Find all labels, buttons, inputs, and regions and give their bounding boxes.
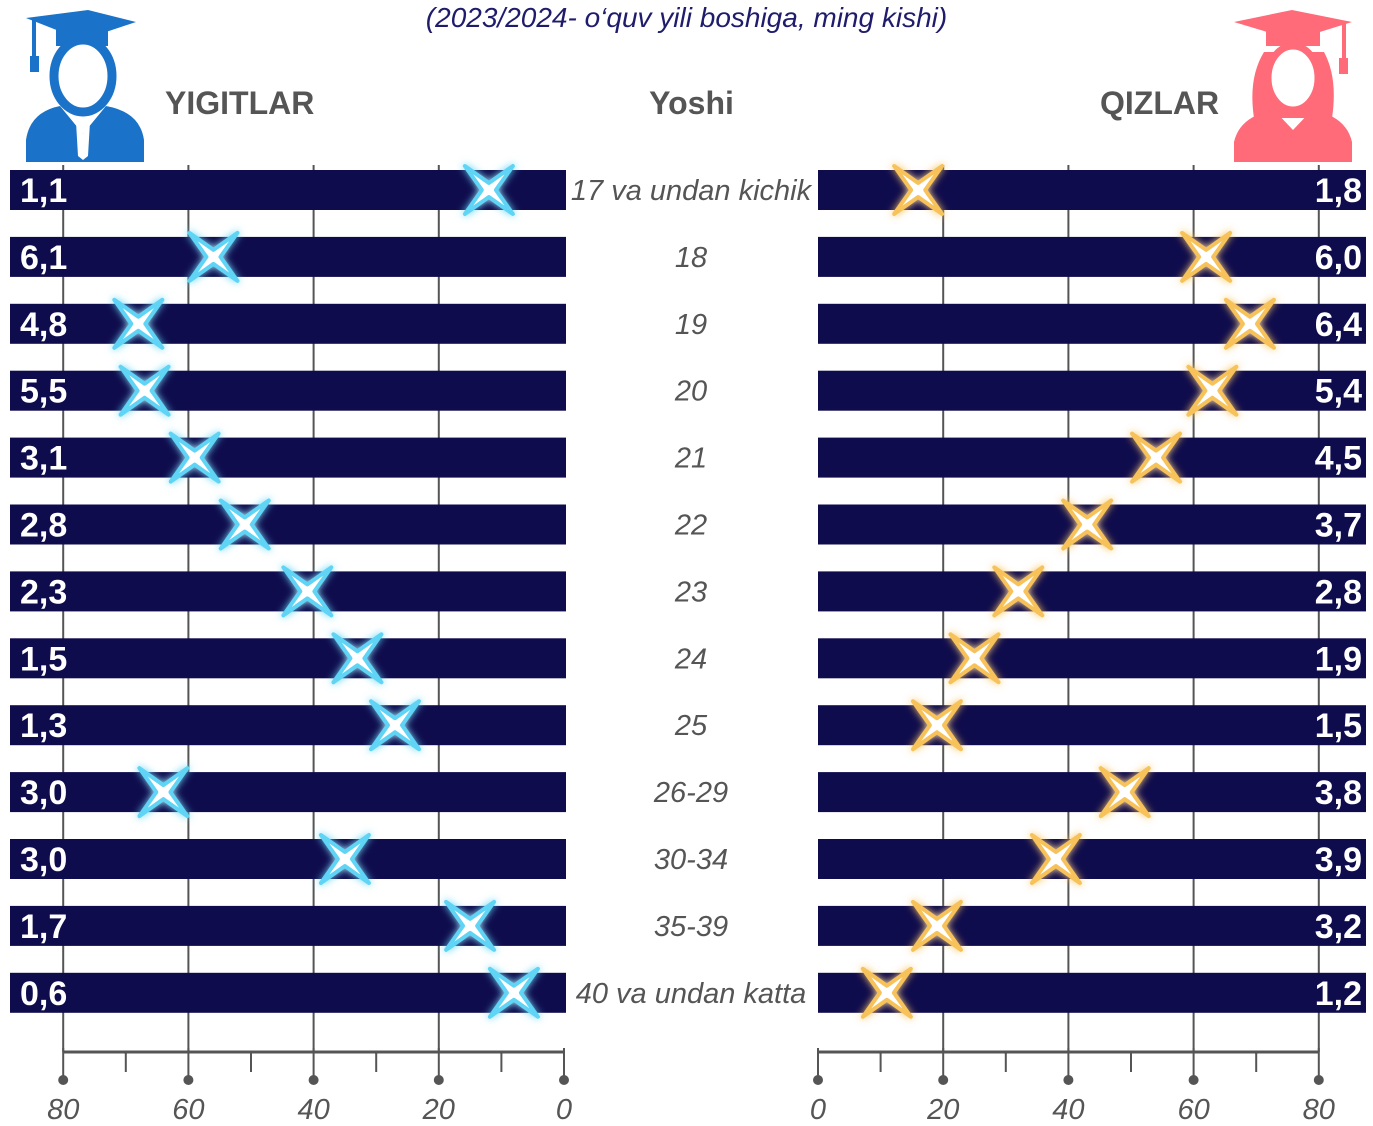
category-label: 21	[674, 443, 707, 475]
category-label: 19	[675, 309, 707, 341]
male-marker	[462, 164, 515, 216]
female-value-label: 5,4	[1315, 373, 1362, 411]
female-value-label: 1,8	[1315, 172, 1362, 210]
header-left: YIGITLAR	[165, 85, 315, 121]
male-value-label: 2,3	[20, 573, 67, 611]
male-value-label: 1,3	[20, 707, 67, 745]
female-value-label: 6,4	[1315, 306, 1362, 344]
female-graduate-icon	[1234, 10, 1352, 162]
tick-dot-right	[1063, 1075, 1074, 1085]
tick-dot-right	[938, 1075, 949, 1085]
female-marker	[1130, 431, 1183, 484]
female-marker	[948, 632, 1001, 685]
category-label: 40 va undan katta	[576, 978, 807, 1010]
male-marker	[218, 498, 271, 551]
female-marker	[910, 899, 963, 952]
tick-label-right: 80	[1303, 1094, 1335, 1126]
female-value-label: 1,2	[1315, 975, 1362, 1013]
tick-dot-right	[813, 1075, 823, 1085]
male-marker	[118, 364, 171, 417]
female-marker	[1098, 766, 1151, 819]
male-marker	[444, 899, 497, 952]
male-marker	[137, 766, 190, 819]
category-label: 20	[674, 376, 707, 408]
category-label: 18	[675, 242, 707, 274]
male-marker	[187, 230, 240, 283]
male-marker	[112, 297, 165, 350]
male-marker	[168, 431, 221, 484]
tick-label-right: 60	[1177, 1094, 1209, 1126]
category-label: 30-34	[654, 844, 728, 876]
male-value-label: 3,0	[20, 841, 67, 879]
male-graduate-icon	[26, 10, 144, 162]
tick-label-left: 60	[172, 1094, 204, 1126]
male-marker	[487, 966, 540, 1019]
category-label: 17 va undan kichik	[571, 175, 813, 207]
male-value-label: 3,0	[20, 774, 67, 812]
female-value-label: 3,7	[1315, 507, 1362, 545]
male-value-label: 1,1	[20, 172, 67, 210]
male-value-label: 0,6	[20, 975, 67, 1013]
category-label: 35-39	[654, 911, 728, 943]
male-marker	[281, 565, 334, 618]
header-center: Yoshi	[649, 85, 734, 121]
male-value-label: 4,8	[20, 306, 67, 344]
male-marker	[331, 632, 384, 685]
tick-dot-left	[183, 1075, 194, 1085]
female-marker	[1180, 230, 1233, 283]
category-label: 25	[674, 710, 708, 742]
female-marker	[1186, 364, 1239, 417]
female-value-label: 4,5	[1315, 440, 1362, 478]
female-marker	[1029, 833, 1082, 885]
tick-label-left: 0	[556, 1094, 572, 1126]
male-marker	[368, 699, 421, 752]
female-value-label: 2,8	[1315, 573, 1362, 611]
female-marker	[1061, 498, 1114, 551]
female-bar	[818, 972, 1366, 1013]
female-marker	[860, 966, 913, 1019]
female-value-label: 6,0	[1315, 239, 1362, 277]
tick-dot-right	[1313, 1075, 1324, 1085]
category-label: 23	[674, 576, 707, 608]
tick-dot-left	[308, 1075, 319, 1085]
male-value-label: 5,5	[20, 373, 67, 411]
female-value-label: 3,2	[1315, 908, 1362, 946]
male-value-label: 1,7	[20, 908, 67, 946]
female-marker	[910, 699, 963, 752]
female-marker	[992, 565, 1045, 618]
female-marker	[1223, 297, 1276, 350]
female-value-label: 3,9	[1315, 841, 1362, 879]
tick-label-right: 0	[810, 1094, 826, 1126]
tick-label-left: 80	[47, 1094, 79, 1126]
category-label: 26-29	[653, 777, 728, 809]
tick-label-right: 20	[926, 1094, 959, 1126]
male-value-label: 6,1	[20, 239, 67, 277]
male-value-label: 3,1	[20, 440, 67, 478]
tick-label-left: 20	[422, 1094, 455, 1126]
chart-subtitle: (2023/2024- o‘quv yili boshiga, ming kis…	[425, 2, 948, 33]
female-value-label: 1,5	[1315, 707, 1362, 745]
male-marker	[318, 833, 371, 885]
male-value-label: 2,8	[20, 507, 67, 545]
category-label: 22	[674, 510, 707, 542]
female-value-label: 3,8	[1315, 774, 1362, 812]
male-value-label: 1,5	[20, 640, 67, 678]
tick-dot-left	[559, 1075, 569, 1085]
tick-label-right: 40	[1052, 1094, 1084, 1126]
tick-dot-left	[433, 1075, 444, 1085]
tick-label-left: 40	[297, 1094, 329, 1126]
tick-dot-right	[1188, 1075, 1199, 1085]
female-value-label: 1,9	[1315, 640, 1362, 678]
header-right: QIZLAR	[1100, 85, 1220, 121]
female-marker	[892, 164, 945, 216]
tick-dot-left	[58, 1075, 69, 1085]
male-bar	[10, 972, 566, 1013]
category-label: 24	[674, 643, 707, 675]
